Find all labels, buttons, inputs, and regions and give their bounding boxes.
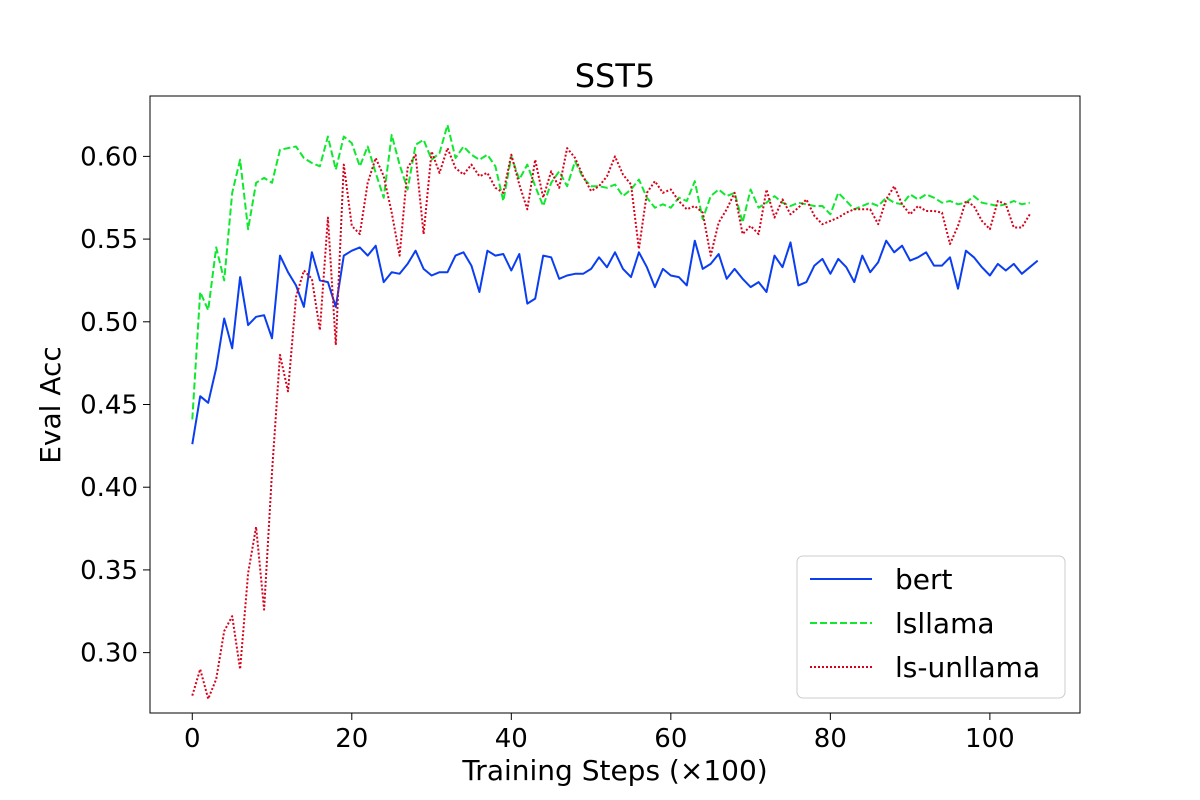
x-tick-label: 80 (814, 724, 847, 754)
legend-label-bert: bert (895, 563, 953, 596)
y-tick-label: 0.35 (80, 556, 138, 586)
x-tick-label: 100 (965, 724, 1015, 754)
y-axis-label: Eval Acc (34, 346, 67, 464)
legend-label-ls-unllama: ls-unllama (895, 651, 1040, 684)
y-tick-label: 0.40 (80, 473, 138, 503)
y-tick-label: 0.60 (80, 142, 138, 172)
y-tick-label: 0.50 (80, 308, 138, 338)
x-tick-label: 0 (184, 724, 201, 754)
legend-label-lsllama: lsllama (895, 607, 995, 640)
legend: bert lsllama ls-unllama (796, 555, 1066, 699)
chart-title: SST5 (575, 57, 656, 95)
x-tick-label: 60 (654, 724, 687, 754)
y-tick-label: 0.45 (80, 391, 138, 421)
series-layer (191, 123, 1039, 700)
y-tick-label: 0.30 (80, 639, 138, 669)
y-axis-ticks: 0.30 0.35 0.40 0.45 0.50 0.55 0.60 (80, 142, 150, 669)
y-tick-label: 0.55 (80, 225, 138, 255)
series-line-lsllama (191, 123, 1030, 420)
x-tick-label: 40 (495, 724, 528, 754)
x-axis-label: Training Steps (×100) (461, 754, 767, 787)
legend-box (796, 555, 1066, 699)
series-line-ls-unllama (191, 147, 1031, 700)
x-tick-label: 20 (335, 724, 368, 754)
x-axis-ticks: 0 20 40 60 80 100 (184, 713, 1015, 754)
